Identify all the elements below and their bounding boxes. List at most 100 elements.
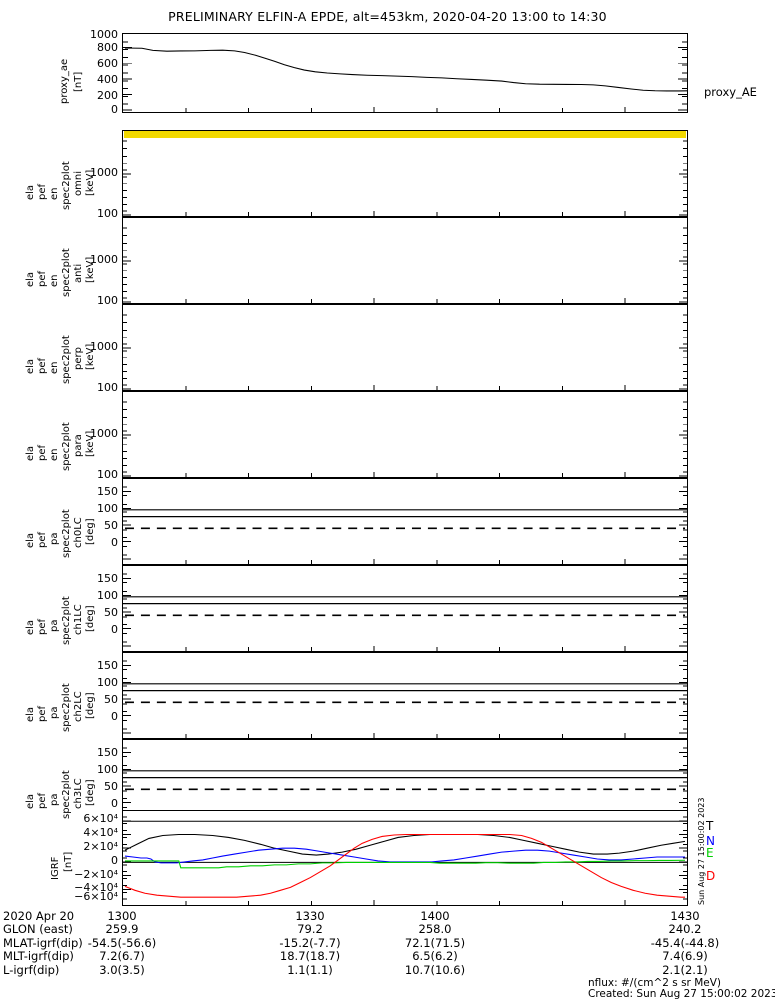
saturated-yellow-bar [124, 131, 686, 138]
ytick-proxy-600: 600 [97, 57, 118, 70]
ytick-proxy-200: 200 [97, 89, 118, 102]
ytick-proxy-800: 800 [97, 41, 118, 54]
footer-nflux: nflux: #/(cm^2 s sr MeV) [588, 977, 721, 989]
ytick-proxy-400: 400 [97, 73, 118, 86]
created-sidetext: Sun Aug 27 15:00:02 2023 [697, 797, 706, 905]
pa-ch2lc-plot-area [123, 660, 687, 738]
ytick-ch0-150: 150 [97, 485, 118, 498]
ytick-ch2-100: 100 [97, 676, 118, 689]
ytick-perp-100: 100 [97, 381, 118, 394]
ytick-ch3-0: 0 [111, 797, 118, 810]
ylabel-line: pef [37, 444, 48, 461]
proxy-ae-curve [124, 47, 687, 92]
ylabel-line: pa [49, 706, 60, 719]
ytick-omni-1000: 1000 [90, 166, 118, 179]
footer-created: Created: Sun Aug 27 15:00:02 2023 [588, 988, 775, 1000]
en-anti-plot-area [123, 227, 687, 303]
bottom-col-mlat-1400: 72.1(71.5) [404, 936, 466, 950]
ytick-ch3-150: 150 [97, 746, 118, 759]
ytick-ch0-0: 0 [111, 536, 118, 549]
ylabel-line: ela [25, 358, 36, 374]
ylabel-line: pa [49, 793, 60, 806]
panel-en-para-ylabel-ela: ela [25, 445, 36, 461]
panel-en-anti [122, 217, 688, 304]
panel-en-para-ylabel-en: en [49, 449, 60, 462]
panel-pa-ch0lc [122, 478, 688, 565]
bottom-col-time-1330: 1330 [295, 909, 325, 923]
ytick-ch2-50: 50 [104, 693, 118, 706]
ylabel-line: spec2plot [61, 596, 72, 645]
page-title: PRELIMINARY ELFIN-A EPDE, alt=453km, 202… [168, 9, 607, 24]
ylabel-line: en [49, 361, 60, 375]
panel-pa-ch1lc-ylabel-spec2plot: spec2plot [61, 596, 72, 645]
ytick-omni-100: 100 [97, 207, 118, 220]
en-omni-plot-area [123, 140, 687, 216]
ytick-para-1000: 1000 [90, 427, 118, 440]
ylabel-line: pef [37, 270, 48, 287]
bottom-col-glon-1300: 259.9 [105, 922, 139, 936]
bottom-col-mlat-1430: -45.4(-44.8) [650, 936, 720, 950]
bottom-col-l-1330: 1.1(1.1) [287, 963, 333, 977]
ytick-ch3-50: 50 [104, 780, 118, 793]
panel-pa-ch3lc-ylabel-pef: pef [37, 792, 48, 809]
ytick-perp-1000: 1000 [90, 340, 118, 353]
bottom-col-l-1430: 2.1(2.1) [662, 963, 708, 977]
bottom-col-mlt-1430: 7.4(6.9) [662, 949, 708, 963]
panel-pa-ch3lc-ylabel-pa: pa [49, 793, 60, 806]
ytick-ch1-100: 100 [97, 589, 118, 602]
ytick-igrf-m2e4: −2×10⁴ [74, 868, 118, 881]
panel-igrf [122, 810, 688, 906]
ylabel-line: ela [25, 532, 36, 548]
panel-pa-ch2lc-ylabel-spec2plot: spec2plot [61, 683, 72, 732]
panel-en-perp-ylabel-ela: ela [25, 358, 36, 374]
panel-pa-ch0lc-ylabel-pa: pa [49, 533, 60, 545]
panel-pa-ch1lc-ylabel-pa: pa [49, 620, 60, 632]
bottom-col-mlt-1330: 18.7(18.7) [279, 949, 341, 963]
ytick-igrf-m6e4: −6×10⁴ [74, 890, 118, 903]
ytick-para-100: 100 [97, 468, 118, 481]
ylabel-line: ela [25, 793, 36, 809]
proxy-ae-right-label: proxy_AE [704, 85, 757, 99]
panel-pa-ch0lc-ylabel-pef: pef [37, 531, 48, 548]
bottom-col-time-1300: 1300 [107, 909, 137, 923]
bottom-row-label-glon: GLON (east) [3, 922, 73, 936]
ytick-ch1-0: 0 [111, 623, 118, 636]
bottom-col-mlat-1300: -54.5(-56.6) [87, 936, 157, 950]
bottom-col-time-1430: 1430 [670, 909, 700, 923]
ylabel-line: ela [25, 271, 36, 287]
panel-en-anti-ylabel-en: en [49, 275, 60, 288]
bottom-col-glon-1400: 258.0 [418, 922, 452, 936]
ylabel-line: pef [37, 792, 48, 809]
ylabel-line: ela [25, 445, 36, 461]
ylabel-line: anti [73, 263, 84, 283]
bottom-col-l-1300: 3.0(3.5) [99, 963, 145, 977]
pa-ch1lc-plot-area [123, 573, 687, 651]
bottom-col-time-1400: 1400 [420, 909, 450, 923]
panel-en-anti-ylabel-anti: anti [73, 263, 84, 283]
panel-pa-ch1lc-ylabel-pef: pef [37, 619, 48, 635]
igrf-curve-N [124, 847, 686, 864]
igrf-curve-E [124, 859, 686, 869]
ytick-igrf-4e4: 4×10⁴ [83, 826, 118, 839]
bottom-row-label-mlt: MLT-igrf(dip) [3, 949, 74, 963]
ytick-ch1-50: 50 [104, 606, 118, 619]
ylabel-line: pef [37, 705, 48, 722]
ylabel-line: spec2plot [61, 683, 72, 732]
en-para-plot-area [123, 401, 687, 477]
panel-en-omni-ylabel-en: en [49, 188, 60, 201]
ytick-anti-1000: 1000 [90, 253, 118, 266]
ytick-igrf-2e4: 2×10⁴ [83, 840, 118, 853]
ytick-ch0-100: 100 [97, 502, 118, 515]
ytick-ch3-100: 100 [97, 763, 118, 776]
ylabel-line: pef [37, 531, 48, 548]
panel-pa-ch0lc-ylabel-ela: ela [25, 532, 36, 548]
panel-pa-ch2lc-ylabel-pa: pa [49, 706, 60, 719]
bottom-col-l-1400: 10.7(10.6) [404, 963, 466, 977]
panel-en-omni-ylabel-ela: ela [25, 185, 36, 200]
ytick-anti-100: 100 [97, 294, 118, 307]
igrf-curve-T [124, 833, 686, 856]
panel-en-anti-ylabel-ela: ela [25, 271, 36, 287]
ylabel-line: pef [37, 183, 48, 200]
panel-pa-ch2lc-ylabel-pef: pef [37, 705, 48, 722]
